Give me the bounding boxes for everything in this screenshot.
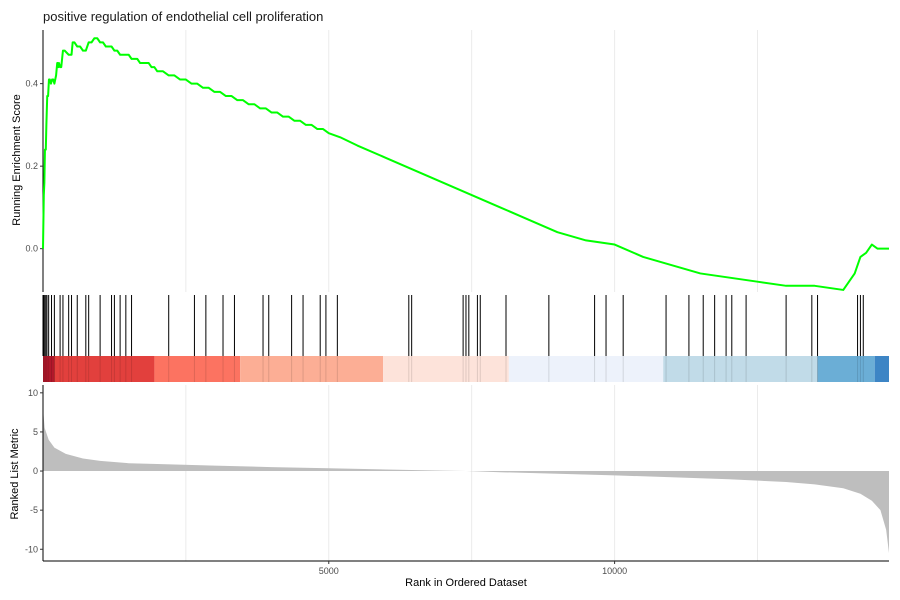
metric-y-tick-label: -5 <box>30 505 38 515</box>
metric-y-tick-label: 5 <box>33 427 38 437</box>
rank-band <box>154 356 241 382</box>
rank-band <box>817 356 875 382</box>
rank-band <box>508 356 664 382</box>
chart-title: positive regulation of endothelial cell … <box>43 9 323 24</box>
rank-band <box>43 356 55 382</box>
rank-band <box>383 356 509 382</box>
gridlines <box>185 30 759 561</box>
es-y-tick-label: 0.4 <box>25 79 38 89</box>
metric-y-tick-label: 10 <box>28 388 38 398</box>
metric-y-tick-label: -10 <box>25 544 38 554</box>
running-es-line <box>42 37 889 291</box>
rank-color-bar <box>43 356 889 382</box>
es-panel: 0.0 0.2 0.4 Running Enrichment Score <box>11 30 889 292</box>
es-y-tick-label: 0.0 <box>25 244 38 254</box>
rank-band <box>874 356 889 382</box>
x-tick-label: 5000 <box>319 566 339 576</box>
metric-y-tick-label: 0 <box>33 466 38 476</box>
metric-y-axis-title: Ranked List Metric <box>9 428 21 520</box>
metric-panel: 10 5 0 -5 -10 5000 10000 Ranked List Metric R… <box>9 385 889 589</box>
x-tick-label: 10000 <box>602 566 627 576</box>
es-y-axis-title: Running Enrichment Score <box>11 94 23 225</box>
rank-band <box>54 356 155 382</box>
es-y-ticks: 0.0 0.2 0.4 <box>25 79 43 254</box>
rank-band <box>663 356 818 382</box>
rank-band <box>240 356 384 382</box>
x-ticks: 5000 10000 <box>319 561 627 576</box>
metric-y-ticks: 10 5 0 -5 -10 <box>25 388 43 554</box>
x-axis-title: Rank in Ordered Dataset <box>405 577 527 589</box>
es-y-tick-label: 0.2 <box>25 161 38 171</box>
